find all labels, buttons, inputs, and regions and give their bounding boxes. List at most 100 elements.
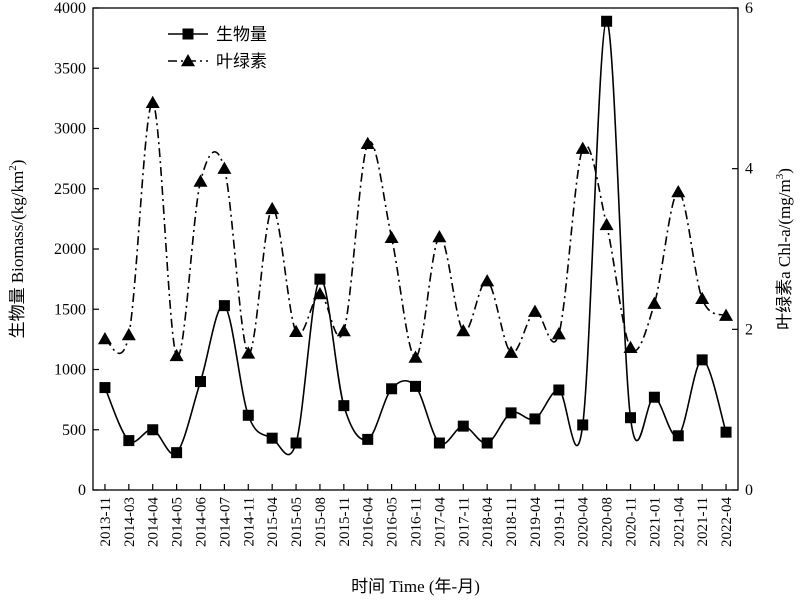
left-tick-label: 500 <box>62 422 86 439</box>
x-tick-label: 2014-07 <box>217 497 233 547</box>
biomass-point <box>218 300 230 312</box>
chlorophyll-point <box>432 229 447 243</box>
chlorophyll-point <box>599 217 614 231</box>
biomass-point <box>672 430 684 442</box>
x-tick-label: 2021-04 <box>671 497 687 547</box>
x-tick-label: 2022-04 <box>719 497 735 547</box>
biomass-point <box>362 433 374 445</box>
chlorophyll-point <box>169 348 184 362</box>
x-tick-label: 2015-08 <box>313 497 329 547</box>
biomass-point <box>266 432 278 444</box>
chlorophyll-point <box>145 95 160 109</box>
right-tick-label: 6 <box>745 0 753 17</box>
tick-labels: 0 500 1000 1500 2000 2500 3000 3500 4000 0 2 4 6 2013… <box>54 0 753 547</box>
chlorophyll-point <box>217 161 232 174</box>
y-axis-title-left: 生物量 Biomass/(kg/km2) <box>7 160 27 339</box>
left-tick-label: 2000 <box>54 241 86 258</box>
chlorophyll-point <box>504 345 519 358</box>
chlorophyll-point <box>193 174 208 187</box>
right-tick-label: 4 <box>745 161 753 178</box>
biomass-point <box>505 407 517 419</box>
chlorophyll-point <box>695 291 710 305</box>
left-tick-label: 4000 <box>54 0 86 17</box>
biomass-point <box>457 420 469 432</box>
biomass-point <box>314 273 326 285</box>
x-tick-label: 2019-04 <box>528 497 544 547</box>
biomass-point <box>601 15 613 27</box>
x-tick-label: 2017-04 <box>432 497 448 547</box>
x-tick-label: 2014-11 <box>241 497 257 546</box>
x-tick-label: 2020-11 <box>624 497 640 546</box>
chlorophyll-point <box>121 327 136 341</box>
chlorophyll-point <box>360 136 375 150</box>
x-tick-label: 2016-11 <box>409 497 425 546</box>
biomass-point <box>147 424 159 436</box>
chlorophyll-point <box>265 201 280 215</box>
x-tick-label: 2018-11 <box>504 497 520 546</box>
chlorophyll-point <box>551 327 566 340</box>
chlorophyll-point <box>289 324 304 337</box>
legend-label: 叶绿素 <box>216 52 267 71</box>
chlorophyll-point <box>647 296 662 309</box>
biomass-point <box>529 413 541 425</box>
left-tick-label: 3500 <box>54 60 86 77</box>
x-tick-label: 2013-11 <box>98 497 114 546</box>
chlorophyll-point <box>384 230 399 244</box>
x-tick-label: 2015-04 <box>265 497 281 547</box>
chlorophyll-point <box>312 286 327 300</box>
chlorophyll-point <box>671 184 686 198</box>
y-axis-title-right: 叶绿素a Chl-a/(mg/m3) <box>774 168 794 330</box>
right-tick-label: 0 <box>745 482 753 499</box>
x-tick-label: 2020-04 <box>576 497 592 547</box>
x-tick-label: 2014-03 <box>122 497 138 547</box>
x-tick-label: 2014-06 <box>194 497 210 547</box>
x-tick-label: 2021-11 <box>695 497 711 546</box>
left-tick-label: 3000 <box>54 121 86 138</box>
biomass-point <box>290 437 302 449</box>
biomass-point <box>577 419 589 431</box>
axis-titles: 时间 Time (年-月) 生物量 Biomass/(kg/km2) 叶绿素a Ch… <box>7 160 794 596</box>
biomass-point <box>338 400 350 412</box>
x-tick-label: 2020-08 <box>600 497 616 547</box>
biomass-point <box>648 391 660 403</box>
chlorophyll-point <box>719 308 734 321</box>
chlorophyll-point <box>408 350 423 363</box>
x-tick-label: 2021-01 <box>647 497 663 547</box>
left-tick-label: 2500 <box>54 181 86 198</box>
biomass-point <box>410 380 421 392</box>
left-tick-label: 1500 <box>54 301 86 318</box>
biomass-point <box>123 435 135 447</box>
chlorophyll-point <box>241 346 256 359</box>
chlorophyll-point <box>527 304 542 317</box>
x-tick-label: 2016-05 <box>385 497 401 547</box>
legend-label: 生物量 <box>216 25 267 44</box>
right-tick-label: 2 <box>745 321 753 338</box>
chlorophyll-point <box>336 323 351 337</box>
biomass-point <box>433 437 445 449</box>
x-tick-label: 2015-05 <box>289 497 305 547</box>
x-tick-label: 2018-04 <box>480 497 496 547</box>
series-markers <box>97 15 734 459</box>
x-tick-label: 2019-11 <box>552 497 568 546</box>
chlorophyll-point <box>480 274 495 287</box>
x-axis-title: 时间 Time (年-月) <box>351 577 480 596</box>
left-tick-label: 1000 <box>54 362 86 379</box>
x-tick-label: 2017-11 <box>456 497 472 546</box>
series-line-2 <box>104 101 727 359</box>
biomass-point <box>720 426 732 438</box>
biomass-point <box>195 376 206 388</box>
x-tick-label: 2016-04 <box>361 497 377 547</box>
chlorophyll-point <box>97 331 112 345</box>
x-tick-label: 2014-04 <box>146 497 162 547</box>
biomass-point <box>99 382 111 394</box>
biomass-point <box>553 384 565 396</box>
biomass-point <box>242 409 254 421</box>
biomass-point <box>696 354 708 366</box>
legend-square-marker <box>182 28 194 40</box>
chlorophyll-point <box>575 141 590 154</box>
chlorophyll-point <box>456 323 471 337</box>
x-tick-label: 2015-11 <box>337 497 353 546</box>
biomass-point <box>625 412 636 424</box>
